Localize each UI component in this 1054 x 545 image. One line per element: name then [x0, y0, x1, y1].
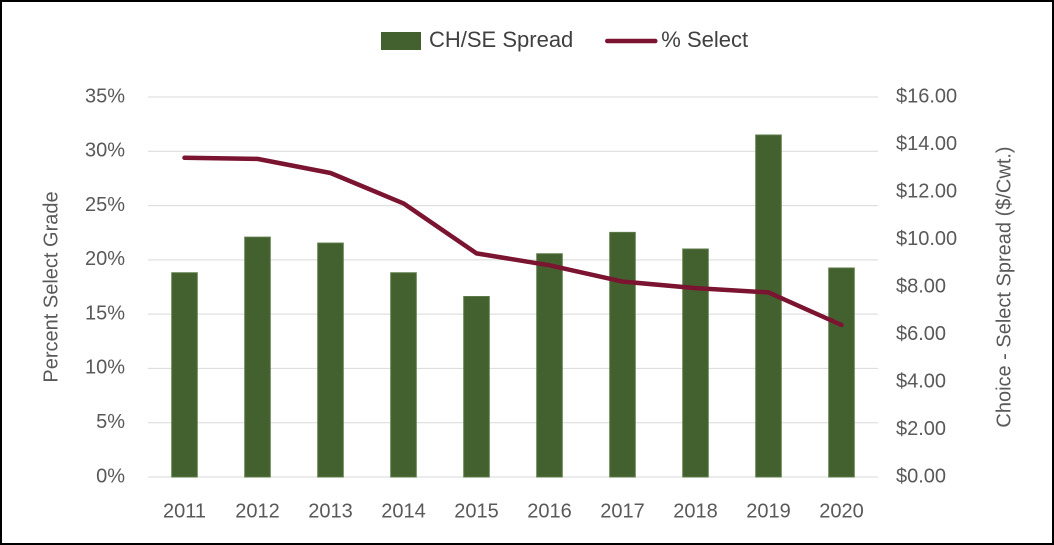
- y2-tick-label: $0.00: [896, 465, 946, 487]
- y-axis-title: Percent Select Grade: [40, 191, 62, 382]
- y-tick-label: 5%: [96, 411, 125, 433]
- bar: [536, 253, 563, 478]
- bar: [828, 267, 855, 478]
- bar: [171, 272, 198, 478]
- y2-tick-label: $4.00: [896, 370, 946, 392]
- x-tick-label: 2014: [381, 500, 426, 522]
- y-tick-label: 10%: [85, 357, 125, 379]
- bar: [317, 242, 344, 478]
- x-tick-label: 2015: [454, 500, 499, 522]
- y2-tick-label: $8.00: [896, 275, 946, 297]
- bar: [755, 134, 782, 478]
- x-tick-label: 2012: [235, 500, 280, 522]
- x-tick-label: 2019: [746, 500, 791, 522]
- y-tick-label: 15%: [85, 302, 125, 324]
- bar: [463, 296, 490, 478]
- line: [182, 155, 844, 328]
- y-tick-label: 20%: [85, 248, 125, 270]
- legend-label: % Select: [661, 27, 748, 52]
- x-tick-label: 2020: [819, 500, 864, 522]
- y2-tick-label: $6.00: [896, 323, 946, 345]
- x-tick-label: 2011: [163, 500, 206, 522]
- bar: [244, 236, 271, 478]
- x-tick-label: 2018: [673, 500, 718, 522]
- y2-tick-label: $10.00: [896, 228, 957, 250]
- y2-tick-label: $16.00: [896, 85, 957, 107]
- x-tick-label: 2017: [600, 500, 645, 522]
- y-tick-label: 30%: [85, 140, 125, 162]
- y2-axis-title: Choice - Select Spread ($/Cwt.): [993, 146, 1015, 427]
- y-tick-label: 25%: [85, 194, 125, 216]
- bar: [609, 231, 636, 478]
- y-tick-label: 35%: [85, 85, 125, 107]
- legend-label: CH/SE Spread: [429, 27, 573, 52]
- legend-swatch: [381, 32, 421, 50]
- x-tick-label: 2016: [527, 500, 572, 522]
- bar: [390, 272, 417, 478]
- y-tick-label: 0%: [96, 465, 125, 487]
- y2-tick-label: $14.00: [896, 133, 957, 155]
- y2-tick-label: $2.00: [896, 418, 946, 440]
- y2-tick-label: $12.00: [896, 180, 957, 202]
- x-tick-label: 2013: [308, 500, 353, 522]
- bar: [682, 248, 709, 478]
